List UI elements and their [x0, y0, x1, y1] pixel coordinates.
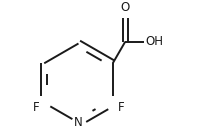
Text: F: F	[33, 101, 39, 114]
Text: OH: OH	[146, 35, 164, 48]
Text: N: N	[74, 116, 83, 129]
Text: O: O	[121, 1, 130, 14]
Text: F: F	[117, 101, 124, 114]
